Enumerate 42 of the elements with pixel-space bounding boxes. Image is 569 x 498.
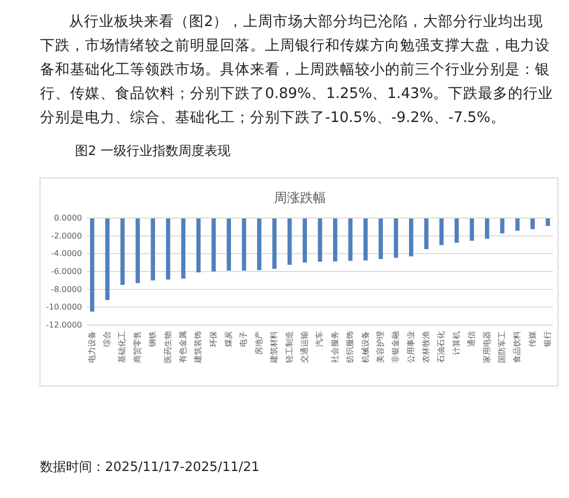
- x-tick-label: 有色金属: [178, 331, 188, 363]
- x-tick-label: 纺织服饰: [346, 331, 355, 363]
- x-tick-label: 机械设备: [360, 331, 370, 363]
- x-tick-label: 社会服务: [330, 331, 340, 363]
- x-tick-label: 房地产: [254, 331, 264, 355]
- x-tick-label: 电力设备: [87, 331, 96, 363]
- x-tick-label: 非银金融: [391, 331, 400, 363]
- y-tick-label: -10.0000: [46, 302, 82, 312]
- x-tick-label: 公用事业: [406, 331, 416, 363]
- x-tick-label: 医药生物: [163, 331, 172, 363]
- x-tick-label: 轻工制造: [284, 331, 294, 363]
- x-tick-label: 基础化工: [118, 331, 127, 363]
- x-tick-label: 交通运输: [300, 331, 309, 363]
- x-tick-label: 美容护理: [376, 331, 385, 363]
- x-tick-label: 汽车: [315, 331, 324, 347]
- y-tick-label: -12.0000: [46, 320, 82, 330]
- x-tick-label: 商贸零售: [132, 331, 142, 363]
- text: 数据时间：2025/11/17-2025/11/21: [40, 459, 260, 476]
- chart-title: 周涨跌幅: [274, 191, 326, 206]
- x-tick-label: 建筑装饰: [194, 331, 203, 364]
- x-tick-label: 环保: [208, 331, 218, 347]
- x-tick-label: 煤炭: [224, 331, 234, 347]
- x-tick-label: 计算机: [452, 331, 461, 355]
- x-tick-label: 食品饮料: [512, 331, 522, 363]
- chart-subtitle: 图2 一级行业指数周度表现: [75, 143, 230, 160]
- x-tick-label: 钢铁: [148, 331, 158, 348]
- y-tick-label: -2.0000: [51, 231, 82, 240]
- x-tick-label: 国防军工: [497, 331, 506, 363]
- x-tick-label: 银行: [543, 331, 552, 348]
- y-tick-label: -6.0000: [51, 267, 82, 276]
- x-tick-label: 石油石化: [436, 331, 446, 363]
- x-tick-label: 电子: [239, 331, 248, 347]
- text: 从行业板块来看（图2），上周市场大部分均已沦陷，大部分行业均出现下跌，市场情绪较之前明显回落。上周银行和传媒方向勉强支撑大盘，电力设备和基础化工等领跌市场。具体来看，上周跌幅较小的前三个行业分别是：银行、传媒、食品饮料；分别下跌了0.89%、1.25%、1.43%。下跌最多的行业分别是电力、综合、基础化工；分别下跌了-10.5%、-9.2%、-7.5%。: [40, 12, 554, 128]
- y-tick-label: -4.0000: [51, 249, 82, 258]
- y-tick-label: 0.0000: [54, 214, 82, 223]
- x-tick-label: 综合: [102, 331, 112, 347]
- x-tick-label: 通信: [467, 331, 476, 347]
- x-tick-label: 建筑材料: [270, 331, 279, 364]
- x-tick-label: 农林牧渔: [422, 331, 431, 363]
- x-tick-label: 家用电器: [482, 331, 492, 363]
- x-tick-label: 传媒: [528, 331, 537, 347]
- y-tick-label: -8.0000: [51, 284, 82, 294]
